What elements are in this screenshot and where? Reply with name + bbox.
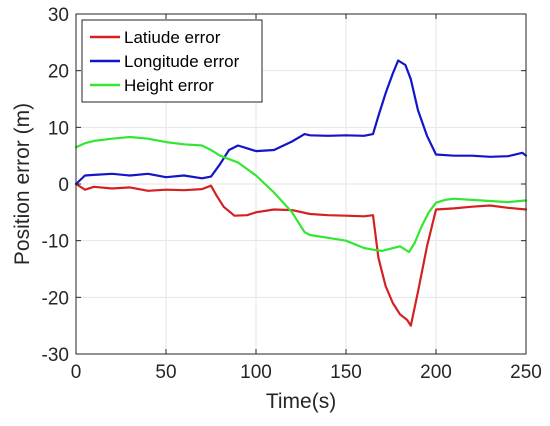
- x-tick-label: 100: [240, 362, 272, 383]
- series-line: [74, 59, 528, 186]
- x-axis-ticks: 0 50 100 150 200 250: [71, 14, 542, 383]
- y-tick-label: 10: [48, 118, 69, 139]
- series-lines: [74, 59, 528, 327]
- x-tick-label: 250: [510, 362, 542, 383]
- series-line: [74, 135, 528, 254]
- y-tick-label: 0: [58, 175, 69, 196]
- x-tick-label: 150: [330, 362, 362, 383]
- legend-label: Height error: [124, 76, 214, 95]
- y-axis-ticks: -30 -20 -10 0 10 20 30: [42, 5, 526, 366]
- series-line: [74, 182, 528, 327]
- y-tick-label: 20: [48, 62, 69, 83]
- y-tick-label: 30: [48, 5, 69, 26]
- legend: Latiude error Longitude error Height error: [81, 19, 263, 103]
- y-tick-label: -30: [42, 345, 69, 366]
- x-tick-label: 0: [71, 362, 82, 383]
- y-tick-label: -20: [42, 288, 69, 309]
- x-tick-label: 200: [420, 362, 452, 383]
- x-axis-title: Time(s): [266, 390, 336, 413]
- x-tick-label: 50: [155, 362, 176, 383]
- legend-label: Longitude error: [124, 52, 240, 71]
- y-axis-title: Position error (m): [11, 103, 34, 265]
- y-tick-label: -10: [42, 232, 69, 253]
- legend-label: Latiude error: [124, 28, 221, 47]
